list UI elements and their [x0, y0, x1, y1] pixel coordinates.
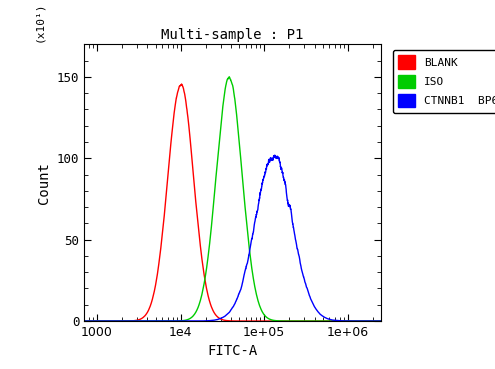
Y-axis label: Count: Count [37, 162, 51, 204]
Text: (x10¹): (x10¹) [34, 1, 44, 42]
Legend: BLANK, ISO, CTNNB1  BP636: BLANK, ISO, CTNNB1 BP636 [393, 50, 495, 113]
Title: Multi-sample : P1: Multi-sample : P1 [161, 28, 304, 42]
X-axis label: FITC-A: FITC-A [207, 344, 258, 358]
